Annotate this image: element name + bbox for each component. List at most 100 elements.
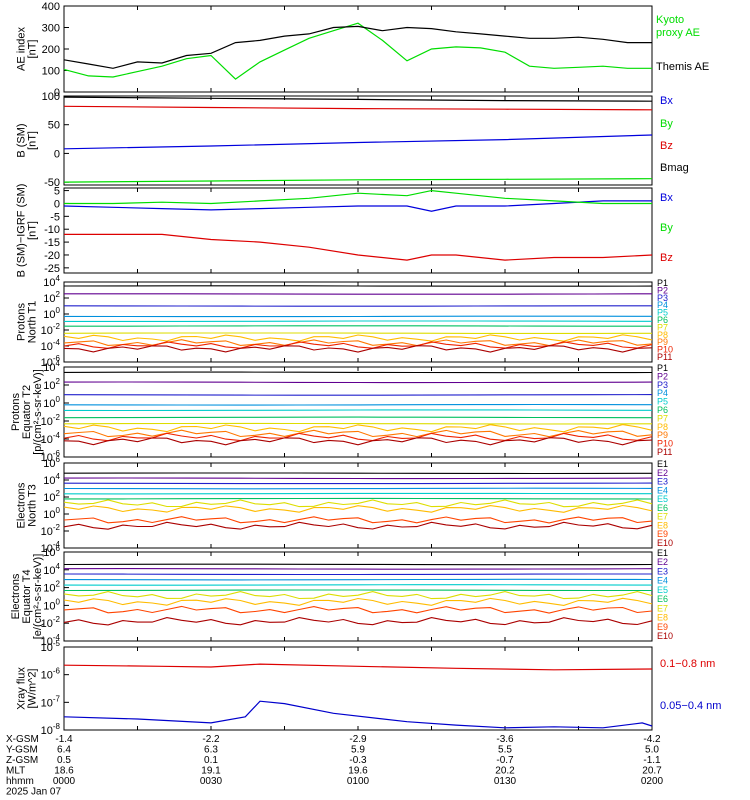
legend-kyoto-line1: Kyoto [656,14,684,26]
channel-line-e5 [63,492,653,495]
y-axis-label: Electrons [10,573,22,619]
legend-p5: P5 [657,308,668,318]
legend-xray-long: 0.1−0.8 nm [660,658,715,670]
legend-e7: E7 [657,512,668,522]
channel-line-p8 [63,334,653,342]
y-axis-label: [e/(cm²-s-sr-keV)] [32,554,44,640]
legend-bz: Bz [660,252,673,264]
ephemeris-value: -0.3 [349,755,367,766]
legend-e5: E5 [657,585,668,595]
ephemeris-value: 0200 [641,776,664,787]
channel-line-e3 [63,573,652,576]
channel-line-e10 [63,521,653,530]
channel-line-p8 [63,424,653,433]
panel-frame [63,366,653,458]
legend-p11: P11 [657,352,672,362]
legend-e4: E4 [657,576,668,586]
y-tick-label: 50 [48,120,60,132]
legend-e9: E9 [657,622,668,632]
ephemeris-value: 18.6 [54,766,74,777]
legend-p1: P1 [657,363,668,373]
series-line-1-0 [63,134,653,150]
ephemeris-value: 5.5 [498,745,512,756]
legend-e3: E3 [657,566,668,576]
series-line-2-0 [63,200,652,212]
channel-line-e8 [63,504,653,513]
channel-line-p4 [63,403,653,406]
y-tick-label: -15 [44,237,60,249]
channel-line-e1 [63,472,653,475]
ephemeris-value: 19.1 [201,766,221,777]
ephemeris-value: 6.4 [57,745,71,756]
legend-e2: E2 [657,468,668,478]
y-tick-label: 100 [43,306,60,321]
channel-line-e9 [63,516,653,524]
ephemeris-value: 19.6 [348,766,368,777]
y-axis-label: [p/(cm²-s-sr-keV)] [32,369,44,455]
legend-p7: P7 [657,322,668,332]
legend-e6: E6 [657,503,668,513]
ephemeris-value: 0030 [200,776,223,787]
ephemeris-value: 20.2 [495,766,515,777]
channel-line-p9 [63,429,653,438]
y-tick-label: 102 [43,489,60,504]
y-axis-label: Electrons [16,482,28,528]
channel-line-e7 [63,499,653,508]
channel-line-e2 [63,477,653,480]
panel-frame [63,187,653,274]
channel-line-p11 [63,345,653,353]
channel-line-p10 [63,432,653,442]
legend-e10: E10 [657,538,673,548]
channel-line-e8 [63,597,653,606]
series-line-7-1 [63,700,653,729]
channel-line-p11 [63,437,653,446]
y-axis-label: Xray flux [16,667,28,710]
y-tick-label: 100 [43,395,60,410]
y-tick-label: 104 [43,562,60,577]
legend-e3: E3 [657,477,668,487]
y-tick-label: 10-4 [41,338,61,353]
panel-frame [63,5,653,93]
legend-p10: P10 [657,345,673,355]
y-axis-label: North T3 [27,484,39,527]
ephemeris-value: 0.1 [204,755,218,766]
ephemeris-value: -0.7 [496,755,514,766]
legend-bx: Bx [660,95,673,107]
channel-line-e4 [63,578,653,581]
y-tick-label: 102 [43,580,60,595]
ephemeris-value: 5.0 [645,745,659,756]
y-tick-label: -10 [44,224,60,236]
ephemeris-value: 20.7 [642,766,662,777]
legend-p6: P6 [657,315,668,325]
series-line-1-2 [63,105,653,111]
channel-line-p1 [63,371,653,374]
y-axis-label: AE index [16,26,28,71]
ephemeris-value: 0100 [347,776,370,787]
legend-e4: E4 [657,485,668,495]
ephemeris-label: Y-GSM [6,745,38,756]
y-tick-label: 104 [43,274,60,289]
channel-line-e3 [63,482,653,485]
ephemeris-value: 0.5 [57,755,71,766]
y-tick-label: 100 [43,597,60,612]
y-tick-label: 106 [43,455,60,470]
ephemeris-label: MLT [6,766,25,777]
channel-line-e6 [64,497,653,500]
y-tick-label: 5 [54,186,60,198]
panel-frame [63,551,653,642]
ephemeris-value: -4.2 [643,734,661,745]
ephemeris-value: -2.9 [349,734,367,745]
channel-line-e7 [63,591,653,600]
legend-e8: E8 [657,520,668,530]
y-tick-label: 100 [43,506,60,521]
channel-line-e4 [63,487,653,490]
ephemeris-value: 0130 [494,776,517,787]
legend-p11: P11 [657,447,672,457]
legend-p6: P6 [657,405,668,415]
y-tick-label: -20 [44,250,60,262]
channel-line-p2 [63,381,653,384]
legend-p8: P8 [657,330,668,340]
series-line-0-1 [63,25,652,69]
ephemeris-value: 0000 [53,776,76,787]
legend-e7: E7 [657,603,668,613]
